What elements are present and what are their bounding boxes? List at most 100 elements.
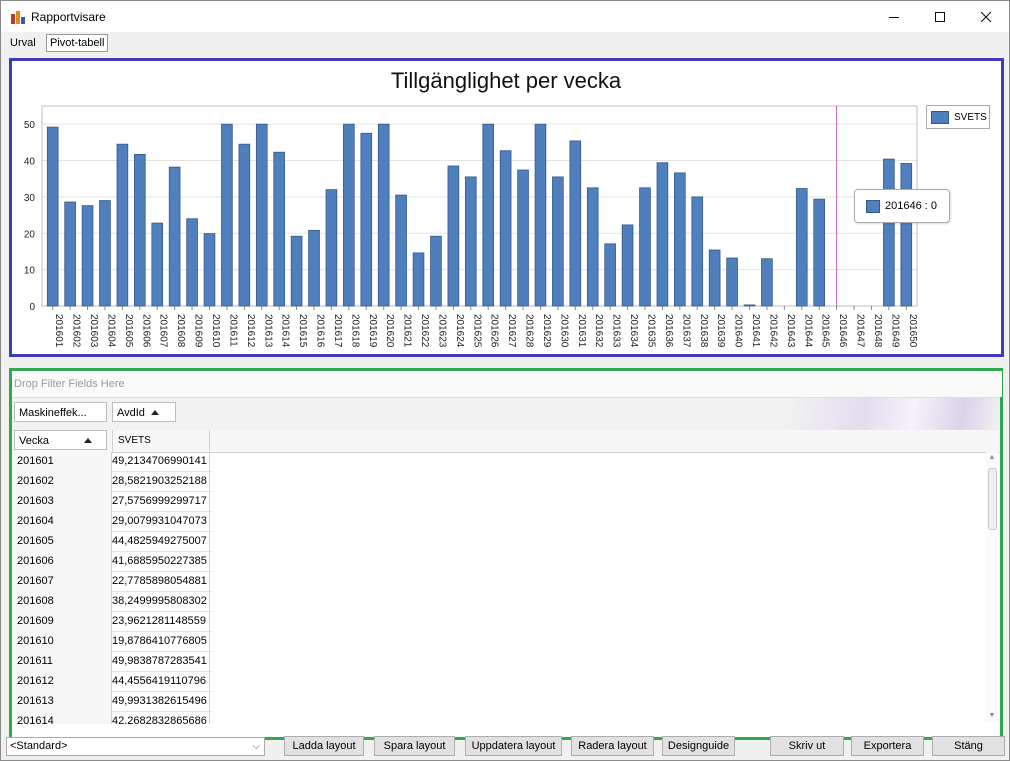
table-row[interactable]: 201613 49,9931382615496 xyxy=(12,692,212,712)
row-header-cell[interactable]: 201608 xyxy=(12,592,112,612)
scroll-down-icon[interactable]: ▼ xyxy=(988,712,996,719)
row-header-cell[interactable]: 201613 xyxy=(12,692,112,712)
minimize-icon xyxy=(889,16,899,18)
bar-201630 xyxy=(552,176,564,307)
print-button[interactable]: Skriv ut xyxy=(770,736,844,756)
tab-urval[interactable]: Urval xyxy=(10,37,36,49)
value-cell[interactable]: 27,5756999299717 xyxy=(112,492,210,512)
bar-201615 xyxy=(290,235,303,307)
x-tick-label: 201635 xyxy=(645,314,656,348)
table-row[interactable]: 201601 49,2134706990141 xyxy=(12,452,212,472)
load-layout-button[interactable]: Ladda layout xyxy=(284,736,364,756)
column-header-svets[interactable]: SVETS xyxy=(112,430,210,452)
save-layout-button[interactable]: Spara layout xyxy=(374,736,455,756)
row-header-cell[interactable]: 201604 xyxy=(12,512,112,532)
value-cell[interactable]: 19,8786410776805 xyxy=(112,632,210,652)
window-title: Rapportvisare xyxy=(31,10,106,24)
x-tick-label: 201612 xyxy=(245,314,256,348)
x-tick-label: 201644 xyxy=(802,314,813,348)
export-button[interactable]: Exportera xyxy=(851,736,924,756)
bar-201637 xyxy=(674,172,686,307)
vertical-scrollbar[interactable]: ▲ ▼ xyxy=(986,452,998,722)
filter-drop-area[interactable]: Drop Filter Fields Here xyxy=(12,371,1002,397)
row-header-cell[interactable]: 201603 xyxy=(12,492,112,512)
x-tick-label: 201638 xyxy=(698,314,709,348)
value-cell[interactable]: 42,2682832865686 xyxy=(112,712,210,724)
value-cell[interactable]: 49,2134706990141 xyxy=(112,452,210,472)
table-row[interactable]: 201604 29,0079931047073 xyxy=(12,512,212,532)
row-header-cell[interactable]: 201611 xyxy=(12,652,112,672)
update-layout-button[interactable]: Uppdatera layout xyxy=(465,736,562,756)
row-header-cell[interactable]: 201609 xyxy=(12,612,112,632)
column-field-button[interactable]: AvdId xyxy=(112,402,176,422)
bar-201622 xyxy=(412,252,425,307)
delete-layout-button[interactable]: Radera layout xyxy=(571,736,654,756)
bar-201628 xyxy=(517,169,529,307)
chart-legend: SVETS xyxy=(926,105,990,129)
tab-pivot-tabell[interactable]: Pivot-tabell xyxy=(46,34,109,52)
table-row[interactable]: 201607 22,7785898054881 xyxy=(12,572,212,592)
column-field-label: AvdId xyxy=(117,407,145,419)
x-tick-label: 201631 xyxy=(576,314,587,348)
value-cell[interactable]: 28,5821903252188 xyxy=(112,472,210,492)
value-cell[interactable]: 23,9621281148559 xyxy=(112,612,210,632)
design-guide-button[interactable]: Designguide xyxy=(662,736,735,756)
table-row[interactable]: 201606 41,6885950227385 xyxy=(12,552,212,572)
bar-201611 xyxy=(221,123,233,307)
report-app-icon xyxy=(11,11,25,24)
bar-201650 xyxy=(900,163,913,307)
table-row[interactable]: 201608 38,2499995808302 xyxy=(12,592,212,612)
close-icon xyxy=(980,11,992,22)
row-header-cell[interactable]: 201610 xyxy=(12,632,112,652)
data-field-button[interactable]: Maskineffek... xyxy=(14,402,107,422)
table-row[interactable]: 201605 44,4825949275007 xyxy=(12,532,212,552)
maximize-button[interactable] xyxy=(917,1,963,32)
x-tick-label: 201649 xyxy=(889,314,900,348)
value-cell[interactable]: 49,9838787283541 xyxy=(112,652,210,672)
grid-rows: 201601 49,2134706990141 201602 28,582190325… xyxy=(12,452,212,724)
x-tick-label: 201630 xyxy=(558,314,569,348)
scroll-thumb[interactable] xyxy=(988,468,997,530)
value-cell[interactable]: 38,2499995808302 xyxy=(112,592,210,612)
maximize-icon xyxy=(935,11,945,22)
row-header-cell[interactable]: 201614 xyxy=(12,712,112,724)
bar-201632 xyxy=(586,187,599,307)
value-cell[interactable]: 29,0079931047073 xyxy=(112,512,210,532)
table-row[interactable]: 201612 44,4556419110796 xyxy=(12,672,212,692)
table-row[interactable]: 201602 28,5821903252188 xyxy=(12,472,212,492)
layout-select[interactable]: <Standard> ⌵ xyxy=(6,737,265,756)
row-header-cell[interactable]: 201602 xyxy=(12,472,112,492)
minimize-button[interactable] xyxy=(871,1,917,32)
close-window-button[interactable] xyxy=(963,1,1009,32)
close-button[interactable]: Stäng xyxy=(932,736,1005,756)
table-row[interactable]: 201609 23,9621281148559 xyxy=(12,612,212,632)
value-cell[interactable]: 22,7785898054881 xyxy=(112,572,210,592)
value-cell[interactable]: 44,4556419110796 xyxy=(112,672,210,692)
x-tick-label: 201615 xyxy=(297,314,308,348)
row-header-cell[interactable]: 201601 xyxy=(12,452,112,472)
row-header-cell[interactable]: 201605 xyxy=(12,532,112,552)
value-cell[interactable]: 41,6885950227385 xyxy=(112,552,210,572)
scroll-up-icon[interactable]: ▲ xyxy=(988,454,996,461)
x-tick-label: 201604 xyxy=(105,314,116,348)
row-field-button[interactable]: Vecka xyxy=(14,430,107,450)
table-row[interactable]: 201611 49,9838787283541 xyxy=(12,652,212,672)
table-row[interactable]: 201610 19,8786410776805 xyxy=(12,632,212,652)
y-tick-label: 20 xyxy=(24,229,36,240)
x-tick-label: 201608 xyxy=(175,314,186,348)
table-row[interactable]: 201603 27,5756999299717 xyxy=(12,492,212,512)
bar-201649 xyxy=(883,158,895,307)
value-cell[interactable]: 44,4825949275007 xyxy=(112,532,210,552)
x-tick-label: 201628 xyxy=(524,314,535,348)
y-tick-label: 30 xyxy=(24,193,36,204)
table-row[interactable]: 201614 42,2682832865686 xyxy=(12,712,212,724)
bar-201601 xyxy=(46,126,59,307)
value-cell[interactable]: 49,9931382615496 xyxy=(112,692,210,712)
row-header-cell[interactable]: 201612 xyxy=(12,672,112,692)
bar-201635 xyxy=(639,187,651,307)
x-tick-label: 201611 xyxy=(227,314,238,347)
row-header-cell[interactable]: 201607 xyxy=(12,572,112,592)
row-header-cell[interactable]: 201606 xyxy=(12,552,112,572)
bar-201639 xyxy=(708,249,721,307)
